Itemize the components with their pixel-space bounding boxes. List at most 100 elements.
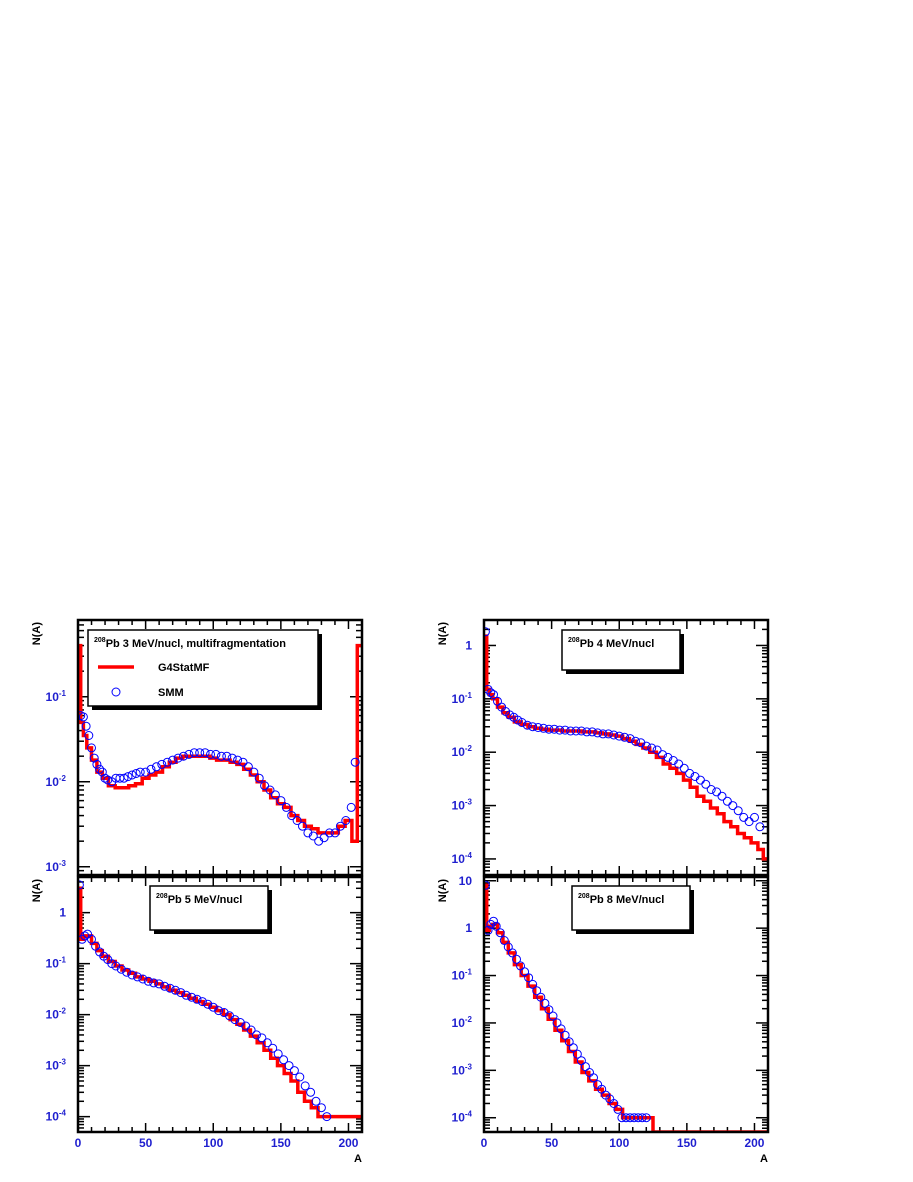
smm-point: [149, 978, 159, 988]
smm-point: [192, 994, 202, 1004]
smm-point: [284, 1061, 294, 1071]
smm-point: [246, 1025, 256, 1035]
legend-title: 208Pb 4 MeV/nucl: [568, 637, 654, 650]
smm-point: [722, 796, 732, 806]
smm-point: [528, 979, 538, 989]
smm-point: [211, 749, 221, 759]
smm-point: [486, 688, 496, 698]
smm-point: [647, 743, 657, 753]
smm-point: [739, 812, 749, 822]
x-axis-label: A: [354, 1153, 362, 1165]
series-smm: [484, 880, 651, 1123]
y-axis-label: N(A): [437, 879, 449, 903]
smm-point: [350, 757, 360, 767]
x-tick-label: 0: [75, 1136, 82, 1150]
smm-point: [489, 916, 498, 926]
smm-point: [346, 802, 356, 812]
smm-point: [316, 1103, 326, 1113]
smm-point: [303, 828, 313, 838]
y-tick-label: 10: [459, 874, 473, 888]
smm-point: [587, 727, 597, 737]
smm-point: [489, 690, 498, 700]
legend-box: [149, 885, 269, 931]
smm-point: [522, 720, 532, 730]
x-tick-label: 150: [677, 1136, 697, 1150]
legend: 208Pb 8 MeV/nucl: [571, 885, 694, 934]
legend-box: [561, 629, 681, 671]
smm-point: [257, 1033, 267, 1043]
smm-point: [311, 1096, 321, 1106]
smm-point: [87, 743, 96, 753]
y-tick-label: 10-4: [452, 851, 473, 866]
y-tick-label: 10-3: [452, 798, 473, 813]
legend-title: 208Pb 3 MeV/nucl, multifragmentation: [94, 637, 286, 650]
smm-point: [517, 718, 527, 727]
smm-point: [127, 770, 137, 780]
plot-area: [78, 880, 362, 1122]
smm-point: [620, 732, 630, 742]
y-axis-label: N(A): [437, 622, 449, 646]
smm-point: [162, 757, 172, 767]
y-tick-label: 10-1: [46, 956, 67, 971]
x-axis-label: A: [760, 1153, 768, 1165]
smm-point: [141, 767, 151, 777]
y-tick-label: 10-4: [46, 1109, 67, 1124]
smm-point: [701, 779, 711, 789]
smm-point: [206, 749, 215, 759]
legend: 208Pb 5 MeV/nucl: [149, 885, 272, 934]
smm-point: [566, 726, 576, 736]
y-tick-label: 10-2: [452, 744, 473, 759]
smm-point: [580, 1062, 590, 1072]
smm-point: [528, 722, 538, 732]
smm-point: [641, 1113, 651, 1123]
smm-point: [484, 880, 490, 890]
smm-point: [512, 954, 521, 964]
smm-point: [276, 796, 286, 806]
smm-point: [631, 736, 640, 746]
smm-point: [281, 802, 291, 812]
smm-point: [744, 817, 754, 827]
smm-point: [679, 763, 689, 773]
smm-point: [295, 1072, 305, 1082]
smm-point: [127, 970, 137, 980]
series-smm: [78, 711, 360, 846]
y-tick-label: 10-3: [46, 859, 67, 874]
smm-point: [87, 934, 96, 944]
plot-area: [484, 880, 768, 1132]
smm-point: [750, 812, 759, 822]
smm-point: [663, 752, 673, 762]
y-axis-label: N(A): [31, 622, 43, 646]
smm-point: [674, 759, 684, 769]
smm-point: [335, 821, 345, 831]
smm-point: [273, 1049, 283, 1059]
y-tick-label: 10-2: [452, 1015, 473, 1030]
smm-point: [712, 787, 722, 797]
smm-point: [614, 731, 624, 741]
y-tick-label: 10-1: [452, 691, 473, 706]
panel-frame: [482, 618, 770, 877]
smm-point: [589, 1073, 598, 1083]
smm-point: [203, 999, 213, 1009]
legend-box: [571, 885, 691, 931]
smm-point: [598, 729, 608, 739]
smm-point: [165, 983, 175, 993]
smm-point: [254, 773, 264, 783]
smm-point: [603, 729, 613, 739]
x-tick-label: 100: [203, 1136, 223, 1150]
smm-point: [187, 992, 197, 1002]
smm-point: [168, 755, 178, 765]
smm-point: [230, 1015, 240, 1025]
smm-point: [146, 764, 156, 774]
y-tick-label: 10-3: [452, 1062, 473, 1077]
y-tick-label: 10-4: [452, 1110, 473, 1125]
smm-point: [540, 998, 550, 1008]
smm-point: [536, 992, 546, 1002]
smm-point: [560, 725, 570, 735]
smm-point: [539, 723, 548, 733]
x-tick-label: 0: [481, 1136, 488, 1150]
smm-point: [157, 759, 167, 769]
legend-title: 208Pb 8 MeV/nucl: [578, 893, 664, 906]
legend-smm-label: SMM: [158, 687, 184, 699]
